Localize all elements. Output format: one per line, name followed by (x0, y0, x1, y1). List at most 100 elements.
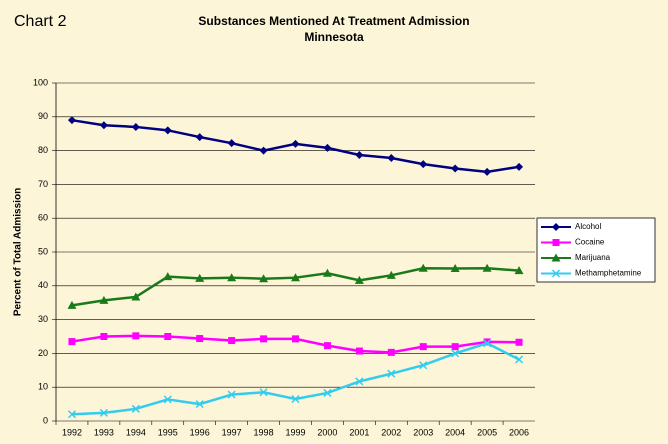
x-tick-label: 1993 (94, 427, 114, 437)
marker (195, 133, 204, 142)
marker (354, 275, 364, 284)
marker (355, 150, 364, 159)
marker (483, 338, 491, 346)
marker (163, 395, 172, 404)
legend-label: Alcohol (575, 222, 601, 231)
x-tick-label: 1994 (126, 427, 146, 437)
marker (227, 273, 237, 282)
marker (387, 369, 396, 378)
marker (67, 300, 77, 309)
y-tick-label: 30 (38, 314, 48, 324)
marker (259, 146, 268, 155)
marker (99, 295, 109, 304)
marker (228, 337, 236, 345)
marker (355, 347, 363, 355)
marker (164, 333, 172, 340)
legend-label: Marijuana (575, 253, 611, 262)
marker (291, 273, 300, 282)
marker (418, 263, 428, 272)
y-tick-label: 0 (43, 415, 48, 425)
marker (67, 116, 76, 125)
marker (100, 333, 108, 340)
x-tick-label: 1996 (190, 427, 210, 437)
marker (259, 274, 269, 283)
marker (483, 167, 492, 176)
legend-label: Methamphetamine (575, 269, 642, 278)
marker (68, 338, 76, 346)
marker (515, 338, 523, 346)
marker (323, 143, 332, 152)
figure-label: Chart 2 (14, 13, 67, 30)
y-tick-label: 100 (33, 77, 48, 87)
y-axis-label: Percent of Total Admission (13, 188, 24, 316)
y-tick-label: 80 (38, 145, 48, 155)
y-tick-label: 70 (38, 179, 48, 189)
x-tick-label: 2000 (317, 427, 337, 437)
marker (259, 388, 268, 397)
marker (227, 139, 236, 148)
legend-marker (552, 239, 560, 246)
marker (451, 164, 460, 173)
chart-subtitle: Minnesota (304, 30, 364, 44)
marker (386, 270, 396, 279)
marker (260, 335, 268, 343)
marker (451, 343, 459, 351)
marker (163, 272, 173, 281)
marker (196, 335, 204, 343)
marker (387, 154, 396, 163)
marker (483, 339, 492, 348)
marker (291, 394, 300, 404)
x-tick-label: 2006 (509, 427, 529, 437)
legend-label: Cocaine (575, 238, 605, 247)
marker (227, 390, 236, 399)
marker (322, 268, 332, 277)
x-tick-label: 2003 (413, 427, 433, 437)
x-tick-label: 1999 (285, 427, 305, 437)
marker (195, 400, 204, 409)
x-tick-label: 1995 (158, 427, 178, 437)
marker (419, 160, 428, 169)
y-tick-label: 50 (38, 246, 48, 256)
legend-marker (551, 269, 561, 278)
y-tick-label: 90 (38, 111, 48, 121)
marker (323, 388, 332, 397)
y-tick-label: 40 (38, 280, 48, 290)
marker (515, 355, 524, 364)
marker (131, 122, 140, 131)
marker (450, 264, 460, 273)
y-tick-label: 20 (38, 348, 48, 358)
marker (355, 377, 364, 386)
marker (451, 349, 460, 358)
marker (99, 408, 108, 417)
marker (419, 361, 428, 370)
series-line (71, 341, 520, 416)
marker (195, 273, 205, 282)
marker (514, 266, 524, 275)
marker (131, 292, 141, 301)
chart-title: Substances Mentioned At Treatment Admiss… (198, 14, 469, 28)
marker (387, 348, 395, 356)
legend-marker (551, 253, 561, 262)
marker (132, 332, 140, 340)
marker (291, 139, 300, 148)
x-tick-label: 2002 (381, 427, 401, 437)
marker (419, 343, 427, 351)
legend-marker (552, 223, 560, 231)
x-tick-label: 1998 (254, 427, 274, 437)
x-tick-label: 1997 (222, 427, 242, 437)
y-tick-label: 10 (38, 382, 48, 392)
marker (67, 410, 76, 419)
marker (99, 121, 108, 130)
y-tick-label: 60 (38, 213, 48, 223)
x-tick-label: 2001 (349, 427, 369, 437)
x-tick-label: 2005 (477, 427, 497, 437)
marker (163, 126, 172, 135)
marker (131, 404, 140, 413)
x-tick-label: 1992 (62, 427, 82, 437)
marker (323, 342, 331, 350)
marker (482, 263, 492, 272)
x-tick-label: 2004 (445, 427, 465, 437)
marker (515, 162, 524, 171)
marker (292, 335, 299, 343)
